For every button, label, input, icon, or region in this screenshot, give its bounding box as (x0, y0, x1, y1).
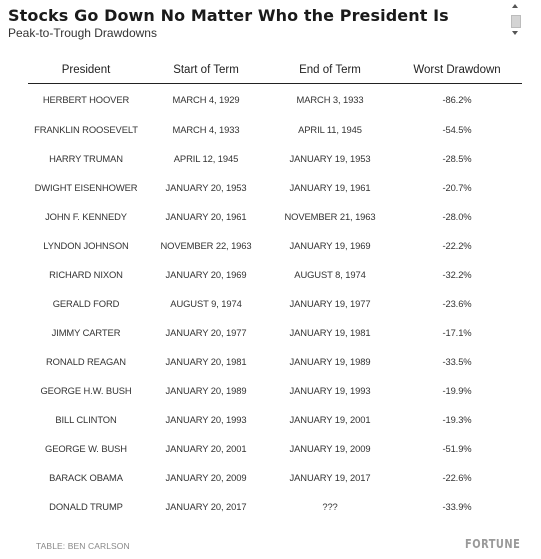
start-of-term-cell: JANUARY 20, 1993 (165, 414, 247, 425)
column-header-start-of-term: Start of Term (144, 57, 268, 84)
end-of-term-cell: JANUARY 19, 1989 (289, 356, 371, 367)
president-cell: LYNDON JOHNSON (43, 240, 129, 251)
start-of-term-cell: JANUARY 20, 1989 (165, 385, 247, 396)
start-of-term-cell: JANUARY 20, 1981 (165, 356, 247, 367)
start-of-term-cell: JANUARY 20, 2017 (165, 501, 247, 512)
table-header-row: President Start of Term End of Term Wors… (28, 57, 522, 84)
table-row: RICHARD NIXON JANUARY 20, 1969 AUGUST 8, 1… (28, 260, 522, 289)
end-of-term-cell: NOVEMBER 21, 1963 (284, 211, 376, 222)
president-cell: GERALD FORD (52, 298, 120, 309)
source-credit: TABLE: BEN CARLSON (36, 541, 130, 551)
president-cell: GEORGE W. BUSH (45, 443, 127, 454)
end-of-term-cell: JANUARY 19, 1953 (289, 153, 371, 164)
start-of-term-cell: JANUARY 20, 1953 (165, 182, 247, 193)
scroll-thumb[interactable] (511, 15, 521, 28)
start-of-term-cell: JANUARY 20, 2001 (165, 443, 247, 454)
table-row: GEORGE W. BUSH JANUARY 20, 2001 JANUARY 19… (28, 434, 522, 463)
start-of-term-cell: NOVEMBER 22, 1963 (160, 240, 252, 251)
worst-drawdown-cell: -33.9% (442, 501, 472, 512)
table-row: BILL CLINTON JANUARY 20, 1993 JANUARY 19, … (28, 405, 522, 434)
drawdown-table: President Start of Term End of Term Wors… (28, 57, 522, 521)
worst-drawdown-cell: -19.3% (442, 414, 472, 425)
worst-drawdown-cell: -32.2% (442, 269, 472, 280)
page-title: Stocks Go Down No Matter Who the Preside… (8, 6, 449, 25)
worst-drawdown-cell: -23.6% (442, 298, 472, 309)
president-cell: BARACK OBAMA (49, 472, 123, 483)
worst-drawdown-cell: -51.9% (442, 443, 472, 454)
president-cell: DONALD TRUMP (49, 501, 123, 512)
end-of-term-cell: JANUARY 19, 1981 (289, 327, 371, 338)
table-row: DWIGHT EISENHOWER JANUARY 20, 1953 JANUARY… (28, 173, 522, 202)
president-cell: GEORGE H.W. BUSH (40, 385, 132, 396)
end-of-term-cell: JANUARY 19, 1977 (289, 298, 371, 309)
column-header-president: President (28, 57, 144, 84)
table-row: JIMMY CARTER JANUARY 20, 1977 JANUARY 19, … (28, 318, 522, 347)
end-of-term-cell: JANUARY 19, 2017 (289, 472, 371, 483)
president-cell: JIMMY CARTER (51, 327, 121, 338)
end-of-term-cell: JANUARY 19, 1961 (289, 182, 371, 193)
start-of-term-cell: JANUARY 20, 1969 (165, 269, 247, 280)
end-of-term-cell: MARCH 3, 1933 (296, 94, 364, 105)
column-header-worst-drawdown: Worst Drawdown (392, 57, 522, 84)
president-cell: HERBERT HOOVER (42, 94, 130, 105)
end-of-term-cell: JANUARY 19, 1993 (289, 385, 371, 396)
start-of-term-cell: AUGUST 9, 1974 (170, 298, 242, 309)
scroll-down-arrow-icon[interactable] (512, 31, 518, 35)
table-row: FRANKLIN ROOSEVELT MARCH 4, 1933 APRIL 11,… (28, 115, 522, 144)
table-row: RONALD REAGAN JANUARY 20, 1981 JANUARY 19,… (28, 347, 522, 376)
column-header-end-of-term: End of Term (268, 57, 392, 84)
start-of-term-cell: JANUARY 20, 1961 (165, 211, 247, 222)
worst-drawdown-cell: -54.5% (442, 124, 472, 135)
worst-drawdown-cell: -33.5% (442, 356, 472, 367)
end-of-term-cell: ??? (322, 501, 338, 512)
end-of-term-cell: JANUARY 19, 2009 (289, 443, 371, 454)
president-cell: DWIGHT EISENHOWER (34, 182, 138, 193)
worst-drawdown-cell: -22.6% (442, 472, 472, 483)
worst-drawdown-cell: -22.2% (442, 240, 472, 251)
page-subtitle: Peak-to-Trough Drawdowns (8, 26, 157, 40)
start-of-term-cell: MARCH 4, 1929 (172, 94, 240, 105)
table-body: HERBERT HOOVER MARCH 4, 1929 MARCH 3, 1933… (28, 84, 522, 522)
table-row: DONALD TRUMP JANUARY 20, 2017??? -33.9% (28, 492, 522, 521)
end-of-term-cell: AUGUST 8, 1974 (294, 269, 366, 280)
vertical-scrollbar[interactable] (509, 3, 522, 39)
end-of-term-cell: JANUARY 19, 1969 (289, 240, 371, 251)
fortune-logo: FORTUNE (465, 537, 521, 551)
table-row: GERALD FORD AUGUST 9, 1974 JANUARY 19, 197… (28, 289, 522, 318)
table-row: HERBERT HOOVER MARCH 4, 1929 MARCH 3, 1933… (28, 84, 522, 116)
table-row: JOHN F. KENNEDY JANUARY 20, 1961 NOVEMBER … (28, 202, 522, 231)
worst-drawdown-cell: -86.2% (442, 94, 472, 105)
table-row: GEORGE H.W. BUSH JANUARY 20, 1989 JANUARY … (28, 376, 522, 405)
worst-drawdown-cell: -17.1% (442, 327, 472, 338)
president-cell: BILL CLINTON (55, 414, 117, 425)
president-cell: JOHN F. KENNEDY (45, 211, 127, 222)
table-row: BARACK OBAMA JANUARY 20, 2009 JANUARY 19, … (28, 463, 522, 492)
start-of-term-cell: MARCH 4, 1933 (172, 124, 240, 135)
president-cell: RICHARD NIXON (49, 269, 123, 280)
president-cell: FRANKLIN ROOSEVELT (34, 124, 138, 135)
worst-drawdown-cell: -28.5% (442, 153, 472, 164)
president-cell: HARRY TRUMAN (49, 153, 123, 164)
end-of-term-cell: APRIL 11, 1945 (298, 124, 362, 135)
end-of-term-cell: JANUARY 19, 2001 (289, 414, 371, 425)
worst-drawdown-cell: -28.0% (442, 211, 472, 222)
start-of-term-cell: APRIL 12, 1945 (173, 153, 239, 164)
start-of-term-cell: JANUARY 20, 2009 (165, 472, 247, 483)
start-of-term-cell: JANUARY 20, 1977 (165, 327, 247, 338)
scroll-up-arrow-icon[interactable] (512, 4, 518, 8)
president-cell: RONALD REAGAN (46, 356, 126, 367)
worst-drawdown-cell: -19.9% (442, 385, 472, 396)
worst-drawdown-cell: -20.7% (442, 182, 472, 193)
table-row: LYNDON JOHNSON NOVEMBER 22, 1963 JANUARY 1… (28, 231, 522, 260)
table-row: HARRY TRUMAN APRIL 12, 1945 JANUARY 19, 19… (28, 144, 522, 173)
